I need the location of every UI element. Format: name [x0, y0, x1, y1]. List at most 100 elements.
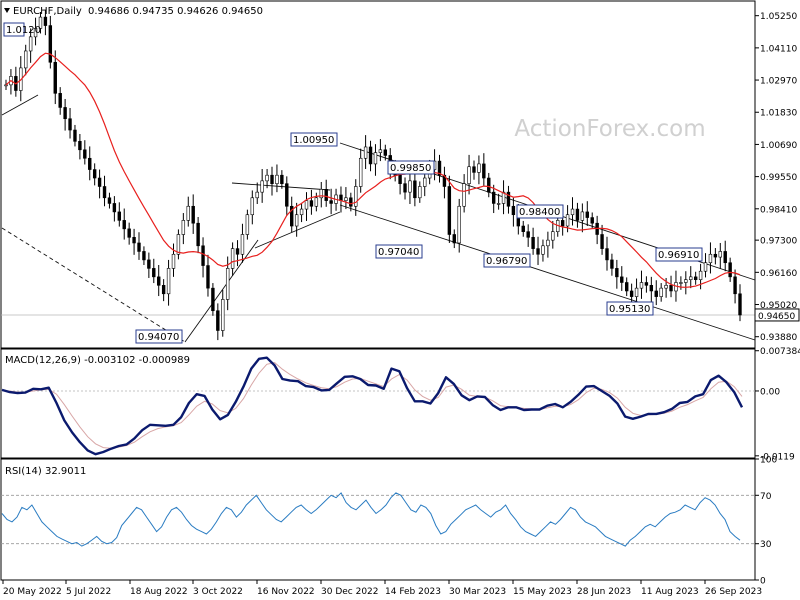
- price-annotation-box: [606, 301, 654, 316]
- price-tick-label: 0.95020: [760, 301, 797, 311]
- candle-body: [531, 237, 535, 249]
- price-tick-label: 0.99550: [760, 173, 797, 183]
- trend-line: [184, 239, 259, 343]
- candle-body: [378, 149, 383, 153]
- candle-body: [654, 290, 658, 297]
- last-price-label: 0.94650: [758, 312, 795, 322]
- candle-body: [521, 225, 525, 232]
- rsi-tick-label: 30: [760, 540, 772, 550]
- candle-body: [408, 180, 412, 193]
- rsi-panel: 100 70 30 0: [1, 456, 777, 587]
- chevron-down-icon[interactable]: [4, 8, 10, 13]
- candle-body: [176, 234, 181, 255]
- candle-body: [97, 177, 102, 187]
- candle-body: [551, 231, 555, 241]
- candle-body: [570, 208, 575, 216]
- candle-body: [157, 276, 161, 286]
- date-tick-label: 26 Sep 2023: [705, 587, 762, 597]
- candle-body: [68, 118, 72, 131]
- rsi-tick-label: 70: [760, 492, 772, 502]
- price-annotation-label: 1.00950: [293, 135, 334, 146]
- trend-line: [231, 182, 331, 191]
- macd-title: MACD(12,26,9) -0.003102 -0.000989: [5, 355, 190, 366]
- candle-body: [235, 248, 240, 255]
- candle-body: [83, 149, 87, 159]
- candle-body: [4, 84, 8, 87]
- price-tick-label: 1.01830: [760, 109, 797, 119]
- candle-body: [270, 174, 274, 184]
- candle-body: [285, 183, 289, 207]
- last-price-tag: [754, 308, 800, 322]
- price-annotations: 1.0120 0.94070 1.00950 0.99850 0.97040 0.9679…: [3, 22, 703, 344]
- date-tick-label: 20 May 2022: [3, 587, 62, 597]
- candle-body: [501, 191, 506, 204]
- candle-body: [186, 205, 190, 221]
- candle-body: [664, 285, 668, 289]
- candle-body: [127, 228, 131, 238]
- price-tick-label: 0.97300: [760, 237, 797, 247]
- candle-body: [206, 265, 210, 289]
- candle-body: [403, 183, 407, 193]
- candle-body: [142, 251, 146, 261]
- candle-body: [122, 220, 126, 230]
- price-tick-label: 1.05250: [760, 12, 797, 22]
- candle-body: [708, 253, 713, 264]
- candle-body: [358, 157, 363, 187]
- rsi-tick-label: 100: [760, 456, 777, 466]
- candle-body: [738, 293, 742, 316]
- candle-body: [137, 242, 141, 252]
- candle-body: [467, 166, 471, 184]
- candle-body: [319, 189, 323, 199]
- candle-body: [225, 268, 230, 300]
- chart-ohlc: 0.94686 0.94735 0.94626 0.94650: [88, 6, 263, 17]
- date-tick-label: 30 Dec 2022: [321, 587, 379, 597]
- candle-body: [718, 251, 722, 258]
- rsi-line: [1, 492, 741, 547]
- candle-body: [152, 268, 156, 278]
- candle-body: [580, 211, 585, 221]
- candle-body: [472, 166, 476, 173]
- candle-body: [344, 197, 348, 201]
- trend-line: [339, 204, 756, 341]
- candle-body: [329, 200, 333, 204]
- candle-body: [482, 163, 486, 179]
- candle-body: [363, 146, 368, 159]
- price-tick-label: 1.04110: [760, 44, 797, 54]
- candle-body: [73, 129, 77, 142]
- candle-body: [698, 270, 703, 280]
- candle-body: [117, 211, 122, 221]
- candle-body: [161, 285, 166, 295]
- candle-body: [398, 174, 402, 184]
- candle-body: [211, 287, 215, 312]
- candle-body: [107, 197, 112, 204]
- candle-body: [166, 268, 171, 295]
- candle-body: [132, 237, 136, 244]
- candle-body: [733, 276, 737, 295]
- price-annotation-label: 0.94070: [138, 332, 179, 343]
- price-tick-label: 0.96160: [760, 269, 797, 279]
- candle-body: [605, 248, 609, 261]
- candle-body: [43, 16, 48, 26]
- candle-body: [418, 186, 422, 199]
- candle-body: [196, 222, 200, 247]
- candle-body: [368, 146, 373, 165]
- date-tick-label: 3 Oct 2022: [193, 587, 243, 597]
- candle-body: [477, 163, 481, 173]
- candle-body: [423, 177, 427, 187]
- candle-body: [679, 282, 683, 284]
- panel-frames: [0, 0, 756, 581]
- candle-body: [290, 205, 294, 227]
- candle-body: [560, 220, 565, 227]
- candle-body: [689, 276, 693, 280]
- trend-line: [1, 94, 39, 116]
- candle-body: [703, 262, 708, 272]
- price-annotation-box: [135, 329, 183, 344]
- macd-tick-label: -0.0119: [760, 452, 795, 462]
- candle-body: [245, 214, 250, 235]
- candle-body: [496, 203, 501, 205]
- candle-body: [585, 211, 589, 218]
- candle-body: [413, 180, 417, 199]
- candle-body: [78, 141, 82, 151]
- macd-panel: 0.007384 0.00 -0.0119: [1, 347, 800, 462]
